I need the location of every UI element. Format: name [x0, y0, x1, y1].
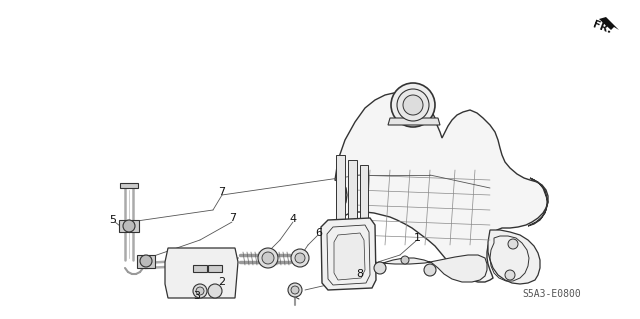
Polygon shape	[360, 165, 368, 228]
Circle shape	[123, 220, 135, 232]
Circle shape	[258, 248, 278, 268]
Circle shape	[401, 256, 409, 264]
Polygon shape	[348, 160, 357, 225]
Text: 7: 7	[218, 187, 225, 197]
Circle shape	[374, 262, 386, 274]
Polygon shape	[120, 183, 138, 188]
Circle shape	[140, 255, 152, 267]
Polygon shape	[165, 248, 238, 298]
Circle shape	[295, 253, 305, 263]
Circle shape	[262, 252, 274, 264]
Polygon shape	[334, 233, 365, 280]
Polygon shape	[193, 265, 207, 272]
Circle shape	[193, 284, 207, 298]
Polygon shape	[337, 250, 487, 282]
Circle shape	[208, 284, 222, 298]
Polygon shape	[208, 265, 222, 272]
Text: 1: 1	[413, 233, 420, 243]
Text: 2: 2	[218, 277, 225, 287]
Polygon shape	[488, 230, 540, 284]
Circle shape	[196, 287, 204, 295]
Text: 3: 3	[193, 291, 200, 301]
Polygon shape	[119, 220, 139, 232]
Circle shape	[291, 286, 299, 294]
Circle shape	[291, 249, 309, 267]
Polygon shape	[334, 92, 548, 282]
Polygon shape	[599, 17, 619, 30]
Polygon shape	[388, 118, 440, 125]
Circle shape	[424, 264, 436, 276]
Circle shape	[397, 89, 429, 121]
Text: 7: 7	[229, 213, 237, 223]
Text: 6: 6	[316, 228, 323, 238]
Circle shape	[505, 270, 515, 280]
Circle shape	[403, 95, 423, 115]
Circle shape	[391, 83, 435, 127]
Text: 4: 4	[289, 214, 296, 224]
Text: 8: 8	[356, 269, 364, 279]
Circle shape	[288, 283, 302, 297]
Polygon shape	[137, 255, 155, 268]
Polygon shape	[336, 155, 345, 220]
Text: 5: 5	[109, 215, 116, 225]
Polygon shape	[528, 178, 548, 226]
Text: FR.: FR.	[591, 19, 612, 35]
Circle shape	[508, 239, 518, 249]
Text: S5A3-E0800: S5A3-E0800	[523, 289, 581, 299]
Polygon shape	[321, 218, 376, 290]
